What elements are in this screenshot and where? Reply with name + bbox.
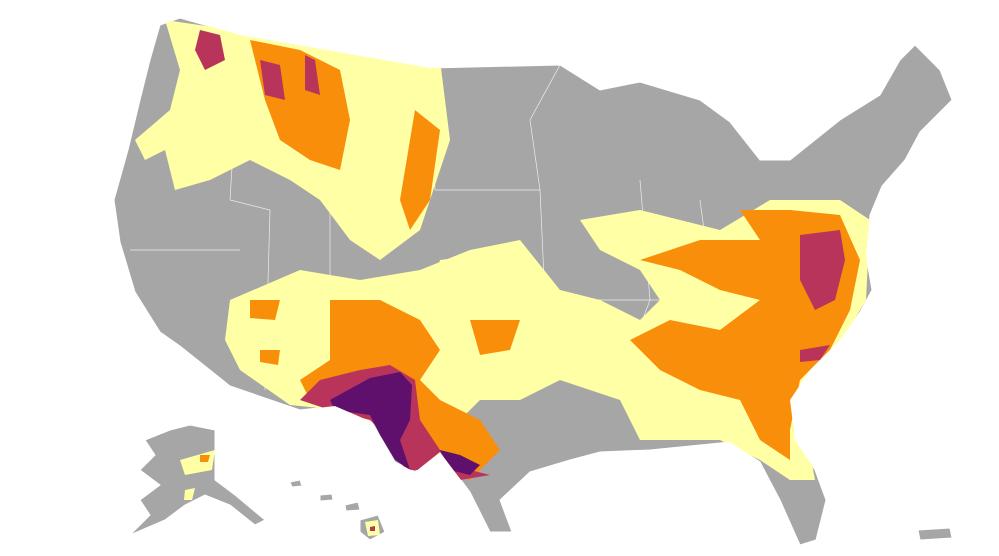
severe-drought	[800, 230, 845, 362]
puerto-rico	[917, 527, 953, 541]
land	[917, 527, 953, 541]
moderate-drought	[470, 320, 520, 355]
severe-drought	[195, 30, 320, 100]
drought-areas	[130, 20, 870, 480]
land	[129, 424, 266, 536]
dry-region	[180, 450, 215, 500]
moderate-drought	[400, 110, 440, 230]
land	[289, 479, 386, 541]
moderate-drought	[250, 300, 280, 365]
moderate-drought	[200, 455, 210, 462]
extreme-drought	[330, 372, 412, 470]
severe-drought	[370, 526, 375, 531]
dry-region	[430, 250, 530, 300]
alaska	[129, 424, 266, 536]
hawaii	[289, 479, 386, 541]
contiguous-us	[113, 17, 953, 546]
